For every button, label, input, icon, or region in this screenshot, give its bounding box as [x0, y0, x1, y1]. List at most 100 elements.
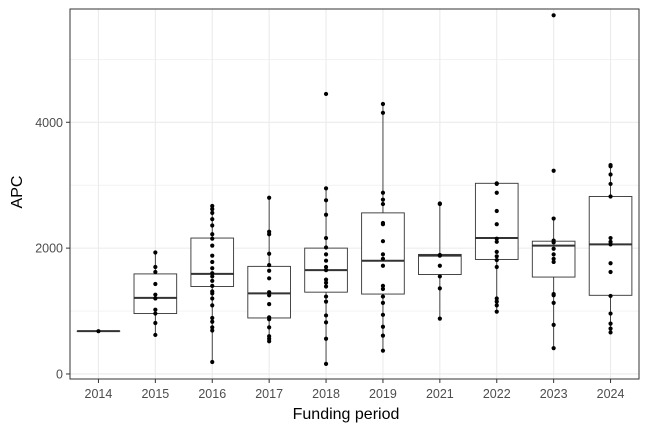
data-point [381, 222, 385, 226]
x-tick-label: 2021 [426, 387, 454, 401]
data-point [324, 300, 328, 304]
data-point [495, 265, 499, 269]
x-tick-label: 2018 [312, 387, 340, 401]
data-point [495, 182, 499, 186]
data-point [153, 282, 157, 286]
data-point [324, 281, 328, 285]
data-point [153, 270, 157, 274]
data-point [324, 313, 328, 317]
data-point [210, 211, 214, 215]
data-point [210, 291, 214, 295]
data-point [495, 240, 499, 244]
x-tick-label: 2019 [369, 387, 397, 401]
data-point [381, 301, 385, 305]
x-tick-label: 2016 [198, 387, 226, 401]
x-tick-label: 2014 [85, 387, 113, 401]
data-point [608, 270, 612, 274]
data-point [267, 325, 271, 329]
data-point [381, 191, 385, 195]
data-point [210, 223, 214, 227]
data-point [324, 198, 328, 202]
data-point [552, 252, 556, 256]
data-point [552, 346, 556, 350]
data-point [210, 360, 214, 364]
x-tick-label: 2017 [255, 387, 283, 401]
data-point [608, 311, 612, 315]
data-point [267, 263, 271, 267]
x-tick-label: 2015 [141, 387, 169, 401]
data-point [210, 279, 214, 283]
data-point [210, 254, 214, 258]
data-point [324, 92, 328, 96]
data-point [552, 216, 556, 220]
y-axis-title: APC [9, 176, 26, 209]
data-point [267, 232, 271, 236]
data-point [438, 286, 442, 290]
data-point [438, 264, 442, 268]
data-point [210, 320, 214, 324]
data-point [608, 327, 612, 331]
data-point [495, 258, 499, 262]
data-point [324, 320, 328, 324]
data-point [608, 294, 612, 298]
data-point [153, 250, 157, 254]
data-point [210, 303, 214, 307]
data-point [438, 274, 442, 278]
data-point [381, 102, 385, 106]
data-point [210, 207, 214, 211]
data-point [552, 169, 556, 173]
data-point [608, 236, 612, 240]
data-point [210, 296, 214, 300]
data-point [552, 293, 556, 297]
data-point [324, 186, 328, 190]
data-point [210, 217, 214, 221]
y-tick-label: 4000 [35, 116, 63, 130]
data-point [608, 322, 612, 326]
data-point [608, 194, 612, 198]
data-point [267, 302, 271, 306]
data-point [438, 316, 442, 320]
x-tick-label: 2023 [540, 387, 568, 401]
data-point [381, 313, 385, 317]
data-point [608, 182, 612, 186]
data-point [495, 303, 499, 307]
data-point [210, 274, 214, 278]
y-tick-label: 0 [56, 367, 63, 381]
y-tick-label: 2000 [35, 242, 63, 256]
data-point [552, 13, 556, 17]
data-point [495, 300, 499, 304]
data-point [153, 333, 157, 337]
data-point [210, 237, 214, 241]
data-point [381, 202, 385, 206]
data-point [381, 257, 385, 261]
data-point [324, 284, 328, 288]
data-point [381, 111, 385, 115]
data-point [495, 222, 499, 226]
data-point [267, 196, 271, 200]
data-point [324, 236, 328, 240]
data-point [324, 294, 328, 298]
data-point [495, 250, 499, 254]
data-point [381, 252, 385, 256]
data-point [210, 260, 214, 264]
data-point [210, 284, 214, 288]
x-tick-label: 2022 [483, 387, 511, 401]
data-point [608, 172, 612, 176]
data-point [552, 301, 556, 305]
data-point [210, 266, 214, 270]
data-point [495, 191, 499, 195]
data-point [324, 245, 328, 249]
data-point [608, 242, 612, 246]
data-point [381, 264, 385, 268]
data-point [552, 247, 556, 251]
data-point [324, 252, 328, 256]
data-point [153, 265, 157, 269]
data-point [324, 362, 328, 366]
data-point [552, 260, 556, 264]
data-point [381, 198, 385, 202]
data-point [267, 317, 271, 321]
data-point [495, 209, 499, 213]
data-point [210, 232, 214, 236]
data-point [381, 294, 385, 298]
